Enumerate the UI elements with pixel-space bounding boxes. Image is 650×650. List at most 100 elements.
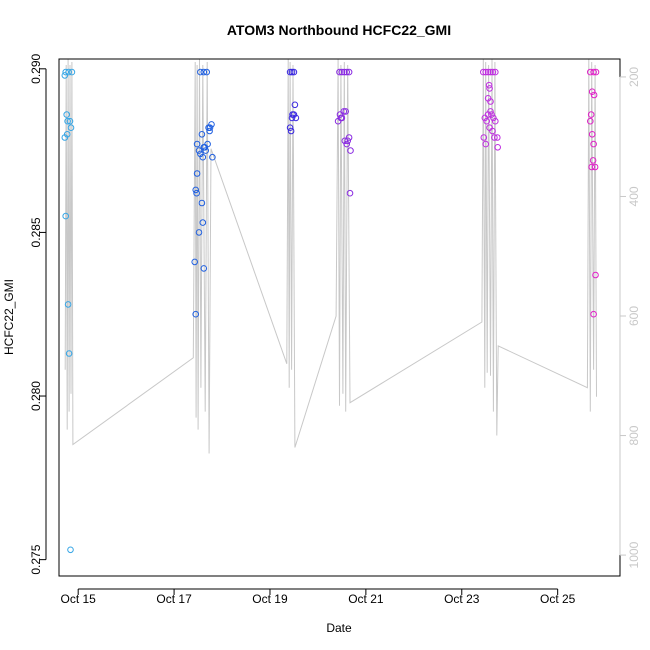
data-point xyxy=(66,117,74,125)
data-point xyxy=(199,153,207,161)
data-point xyxy=(590,310,597,318)
x-tick-label: Oct 21 xyxy=(348,592,384,606)
x-tick-label: Oct 23 xyxy=(444,592,480,606)
data-point xyxy=(481,114,489,122)
x-tick-label: Oct 19 xyxy=(252,592,288,606)
x-tick-label: Oct 17 xyxy=(156,592,192,606)
y-axis: 0.275 0.280 0.285 0.290 xyxy=(29,53,47,575)
data-point xyxy=(345,68,353,76)
data-point xyxy=(336,111,344,118)
data-point xyxy=(341,68,348,76)
data-point xyxy=(208,121,215,128)
data-point xyxy=(198,131,206,138)
data-point xyxy=(346,189,354,197)
series-group xyxy=(480,68,502,151)
data-point xyxy=(592,68,600,76)
data-point xyxy=(64,117,71,125)
y-tick-label: 0.290 xyxy=(29,53,43,83)
data-point xyxy=(68,68,76,76)
data-point xyxy=(589,157,597,164)
data-point xyxy=(290,111,298,118)
data-point xyxy=(489,127,496,135)
data-point xyxy=(199,219,207,226)
data-point xyxy=(288,114,296,122)
data-point xyxy=(206,127,213,135)
x-axis-label: Date xyxy=(326,621,352,635)
y2-axis: 200 400 600 800 1000 xyxy=(619,67,641,568)
data-point xyxy=(200,68,208,76)
data-point xyxy=(337,114,345,122)
data-point xyxy=(198,199,206,207)
data-point xyxy=(342,108,350,115)
data-point xyxy=(65,68,72,76)
data-point xyxy=(482,68,490,76)
y2-tick-label: 800 xyxy=(627,425,641,445)
data-point xyxy=(291,101,299,109)
y2-tick-label: 400 xyxy=(627,186,641,206)
y-axis-label: HCFC22_GMI xyxy=(2,279,16,355)
data-point xyxy=(341,137,349,145)
data-point xyxy=(67,124,75,131)
data-point xyxy=(491,134,498,141)
data-point xyxy=(487,108,494,115)
data-point xyxy=(484,68,492,76)
data-point xyxy=(340,108,348,115)
data-point xyxy=(488,111,495,118)
data-point xyxy=(480,68,487,76)
data-point xyxy=(492,117,499,125)
data-point xyxy=(286,68,294,76)
data-point xyxy=(203,68,210,76)
data-point xyxy=(485,81,493,89)
data-point xyxy=(200,265,208,272)
data-point xyxy=(202,147,209,154)
data-point xyxy=(590,68,597,76)
data-point xyxy=(292,114,300,122)
data-point xyxy=(192,186,199,194)
data-point xyxy=(591,163,599,171)
data-point xyxy=(209,153,216,161)
data-point xyxy=(192,310,199,318)
pressure-series-line xyxy=(64,58,597,454)
data-point xyxy=(63,111,70,118)
y2-tick-label: 200 xyxy=(627,67,641,87)
data-point xyxy=(64,301,72,308)
data-point xyxy=(588,163,596,171)
data-point xyxy=(195,147,203,154)
data-point xyxy=(67,546,74,554)
data-point xyxy=(62,212,69,220)
pressure-line-layer xyxy=(64,58,597,454)
points-layer xyxy=(61,68,600,554)
data-point xyxy=(206,124,214,131)
data-point xyxy=(287,127,295,135)
data-point xyxy=(587,117,594,125)
data-point xyxy=(204,140,211,148)
data-point xyxy=(587,111,595,118)
data-point xyxy=(588,88,596,95)
data-point xyxy=(290,68,298,76)
data-point xyxy=(487,68,494,76)
data-point xyxy=(592,271,599,279)
data-point xyxy=(343,140,351,148)
data-point xyxy=(347,147,354,154)
data-point xyxy=(197,68,204,76)
data-point xyxy=(489,68,497,76)
x-axis: Oct 15 Oct 17 Oct 19 Oct 21 Oct 23 Oct 25 xyxy=(60,588,576,606)
y-tick-label: 0.280 xyxy=(29,381,43,411)
data-point xyxy=(288,68,296,76)
series-group xyxy=(587,68,600,318)
data-point xyxy=(191,258,198,266)
data-point xyxy=(193,170,201,177)
data-point xyxy=(62,68,69,76)
data-point xyxy=(482,140,490,148)
data-point xyxy=(193,189,200,197)
data-point xyxy=(193,140,201,148)
series-group xyxy=(334,68,354,197)
data-point xyxy=(286,124,294,131)
data-point xyxy=(61,72,69,79)
data-point xyxy=(588,131,596,138)
data-point xyxy=(483,117,491,125)
data-point xyxy=(65,350,73,357)
data-point xyxy=(590,140,597,148)
data-point xyxy=(195,229,203,236)
